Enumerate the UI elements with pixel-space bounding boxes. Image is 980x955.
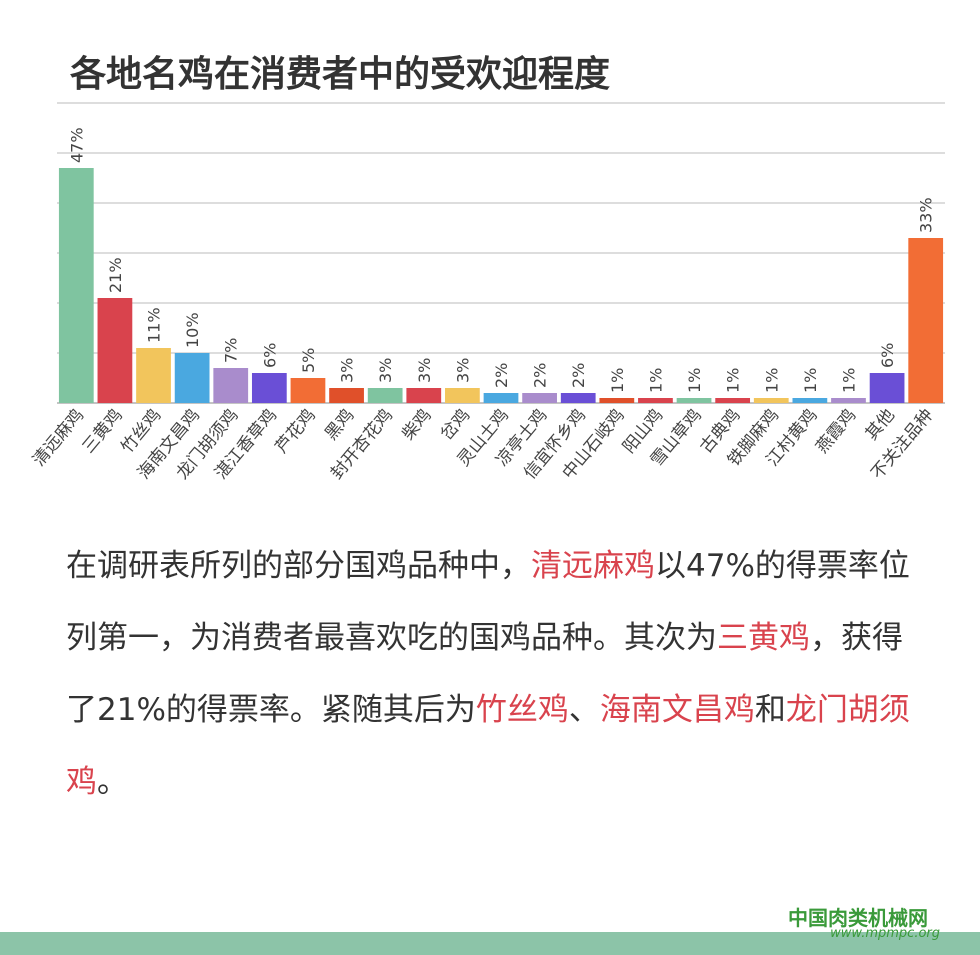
paragraph-segment: 、 <box>568 692 600 728</box>
value-label: 47% <box>67 127 86 163</box>
x-tick-label: 柴鸡 <box>398 405 435 444</box>
x-tick-label: 三黄鸡 <box>79 405 127 457</box>
watermark-url: www.mpmpc.org <box>830 926 940 941</box>
value-label: 3% <box>376 358 395 383</box>
value-label: 3% <box>338 358 357 383</box>
bar <box>97 298 133 403</box>
chart-title: 各地名鸡在消费者中的受欢迎程度 <box>70 54 610 95</box>
bar <box>483 393 519 403</box>
value-label: 33% <box>917 197 936 233</box>
bar <box>329 388 364 403</box>
bar <box>522 393 557 403</box>
value-label: 11% <box>145 307 164 343</box>
value-label: 1% <box>762 368 781 393</box>
bar <box>638 398 673 403</box>
bar <box>831 398 866 403</box>
value-label: 1% <box>646 368 665 393</box>
bar <box>136 348 171 403</box>
value-label: 3% <box>453 358 472 383</box>
paragraph-segment: 龙门胡须鸡 <box>66 692 910 800</box>
x-tick-label: 燕霞鸡 <box>812 405 860 457</box>
bar <box>676 398 712 403</box>
value-label: 1% <box>724 368 743 393</box>
value-label: 5% <box>299 348 318 373</box>
paragraph-segment: 在调研表所列的部分国鸡品种中， <box>66 548 531 584</box>
bar <box>367 388 403 403</box>
paragraph-segment: 以47%的得票率位列第一，为消费者最喜欢吃的国鸡品种。其次为 <box>66 548 910 656</box>
bar <box>290 378 326 403</box>
paragraph-segment: 和 <box>754 692 786 728</box>
paragraph-segment: 竹丝鸡 <box>475 692 569 728</box>
footer-bar <box>0 932 980 955</box>
watermark-name: 中国肉类机械网 <box>788 906 928 930</box>
value-label: 2% <box>569 363 588 388</box>
value-label: 7% <box>222 338 241 363</box>
value-label: 6% <box>260 343 279 368</box>
bar <box>251 373 287 403</box>
bar <box>715 398 751 403</box>
value-label: 2% <box>531 363 550 388</box>
value-label: 1% <box>685 368 704 393</box>
bar <box>908 238 944 403</box>
bar <box>406 388 442 403</box>
paragraph-segment: 海南文昌鸡 <box>599 692 755 728</box>
bar <box>58 168 94 403</box>
paragraph-segment: 清远麻鸡 <box>531 548 655 584</box>
x-tick-label: 芦花鸡 <box>272 405 320 457</box>
bar <box>445 388 480 403</box>
bar <box>869 373 905 403</box>
value-label: 10% <box>183 312 202 348</box>
value-label: 6% <box>878 343 897 368</box>
bar <box>560 393 596 403</box>
bar <box>792 398 828 403</box>
paragraph: 在调研表所列的部分国鸡品种中，清远麻鸡以47%的得票率位列第一，为消费者最喜欢吃… <box>66 530 916 818</box>
bar <box>599 398 635 403</box>
value-label: 1% <box>839 368 858 393</box>
paragraph-segment: 三黄鸡 <box>717 620 810 656</box>
value-label: 3% <box>415 358 434 383</box>
x-tick-label: 清远麻鸡 <box>29 405 88 470</box>
value-label: 1% <box>608 368 627 393</box>
bar <box>213 368 249 403</box>
paragraph-segment: 。 <box>97 764 128 800</box>
value-label: 2% <box>492 363 511 388</box>
paragraph-segment: ，获得了21%的得票率。紧随其后为 <box>66 620 903 728</box>
value-label: 21% <box>106 257 125 293</box>
value-label: 1% <box>801 368 820 393</box>
bar <box>174 353 210 403</box>
bar <box>753 398 789 403</box>
chart: 各地名鸡在消费者中的受欢迎程度 47%清远麻鸡21%三黄鸡11%竹丝鸡10%海南… <box>29 54 945 483</box>
